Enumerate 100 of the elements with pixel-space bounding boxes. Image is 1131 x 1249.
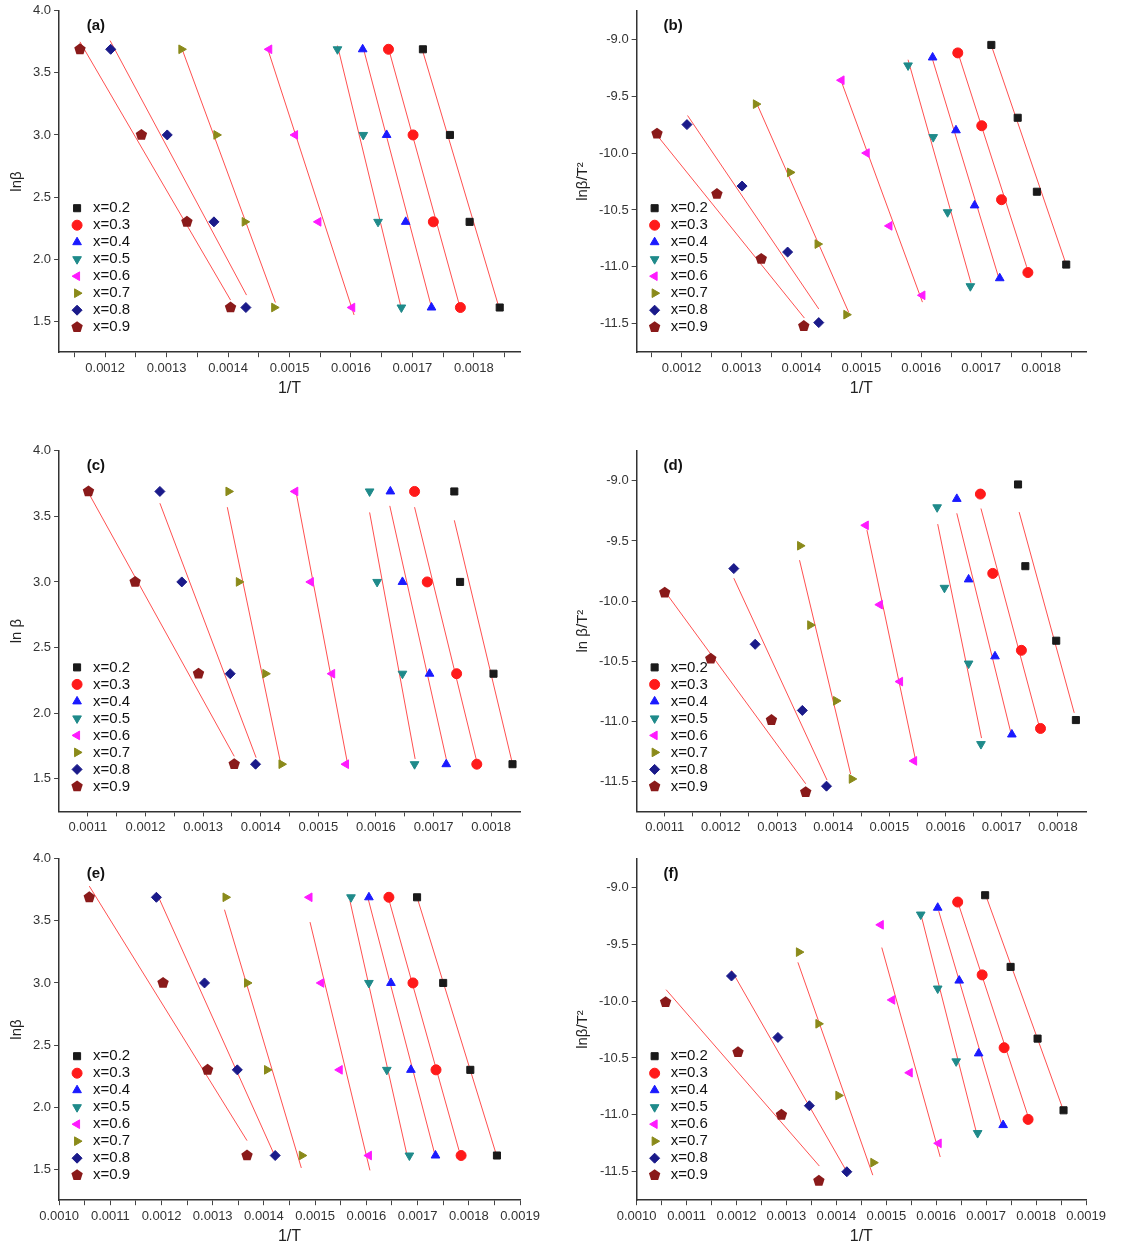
point [752,99,762,109]
legend-label: x=0.4 [93,691,131,709]
x-tick-label: 0.0018 [454,359,494,375]
y-tick-label: 2.0 [32,250,52,266]
legend-label: x=0.5 [670,249,708,267]
point [928,134,939,143]
point [1032,187,1041,196]
point [289,130,299,140]
y-axis-title: ln β/T² [573,609,591,653]
legend-label: x=0.7 [93,1131,131,1149]
point [363,1150,372,1161]
point [224,668,236,680]
point [382,1066,392,1076]
point [815,1018,824,1029]
point [1013,113,1022,122]
point [973,1047,984,1057]
point [994,272,1005,282]
point [1006,962,1015,971]
x-tick-label: 0.0016 [925,818,966,834]
point [1022,267,1034,279]
point [870,1157,879,1168]
point [651,127,663,139]
y-tick-label: -10.5 [598,201,629,217]
x-tick-label: 0.0018 [1016,1207,1056,1223]
y-tick-label: 2.0 [32,704,52,720]
y-tick-label: -11.5 [599,1163,629,1179]
x-tick-label: 0.0015 [298,818,339,834]
legend-label: x=0.5 [670,1097,708,1115]
point [981,891,990,900]
point [927,51,938,61]
point [455,1150,467,1162]
point [952,47,964,59]
point [765,714,778,725]
legend-label: x=0.6 [670,725,708,743]
legend-label: x=0.7 [670,1131,708,1149]
point [315,978,325,988]
point [332,46,343,55]
y-tick-label: 3.0 [32,126,52,142]
legend-label: x=0.9 [670,1165,708,1183]
y-tick-label: -10.0 [598,992,629,1008]
point [711,188,723,199]
point [1007,728,1017,738]
point [836,75,845,86]
point [471,758,483,770]
y-tick-label: 2.5 [32,639,52,655]
legend-label: x=0.2 [670,1046,708,1064]
chart-title: (d) [663,456,683,474]
x-tick-label: 0.0015 [866,1207,907,1223]
x-tick-label: 0.0011 [68,818,108,834]
point [241,217,251,227]
point [814,239,824,249]
x-tick-label: 0.0011 [90,1207,130,1223]
x-tick-label: 0.0019 [500,1207,540,1223]
point [833,695,842,706]
x-tick-label: 0.0013 [183,818,223,834]
y-tick-label: 3.0 [32,974,52,990]
point [843,309,852,320]
point [400,216,411,225]
legend-label: x=0.2 [670,657,708,675]
x-tick-label: 0.0016 [331,359,371,375]
x-tick-label: 0.0018 [1038,818,1078,834]
x-tick-label: 0.0017 [981,818,1022,834]
legend-label: x=0.5 [93,1097,131,1115]
point [154,485,166,497]
x-tick-label: 0.0013 [146,359,187,375]
point [222,892,232,903]
x-tick-label: 0.0013 [766,1207,807,1223]
point [835,1090,844,1101]
legend-label: x=0.2 [670,198,708,216]
point [176,576,188,588]
point [972,1130,983,1139]
point [397,670,408,680]
point [886,995,896,1005]
legend-label: x=0.4 [93,232,131,250]
point [813,1174,825,1186]
y-tick-label: -9.0 [606,30,629,46]
point [404,1152,415,1162]
point [396,304,407,314]
point [803,1100,815,1112]
point [430,1064,442,1076]
chart-title: (b) [663,16,683,34]
legend-label: x=0.4 [670,691,708,709]
y-tick-label: 4.0 [32,850,52,866]
point [915,911,926,921]
x-tick-label: 0.0019 [1066,1207,1106,1223]
legend-label: x=0.9 [93,1165,131,1183]
point [82,485,95,497]
point [157,976,169,988]
legend-label: x=0.3 [93,1063,131,1081]
point [383,891,395,903]
point [441,758,452,768]
point [1014,480,1023,489]
point [807,620,816,630]
y-tick-label: 1.5 [32,312,52,328]
point [271,302,280,313]
point [492,1151,501,1160]
y-axis-title: lnβ [7,1018,25,1040]
point [304,892,313,903]
x-tick-label: 0.0017 [961,359,1002,375]
legend-label: x=0.5 [93,708,131,726]
